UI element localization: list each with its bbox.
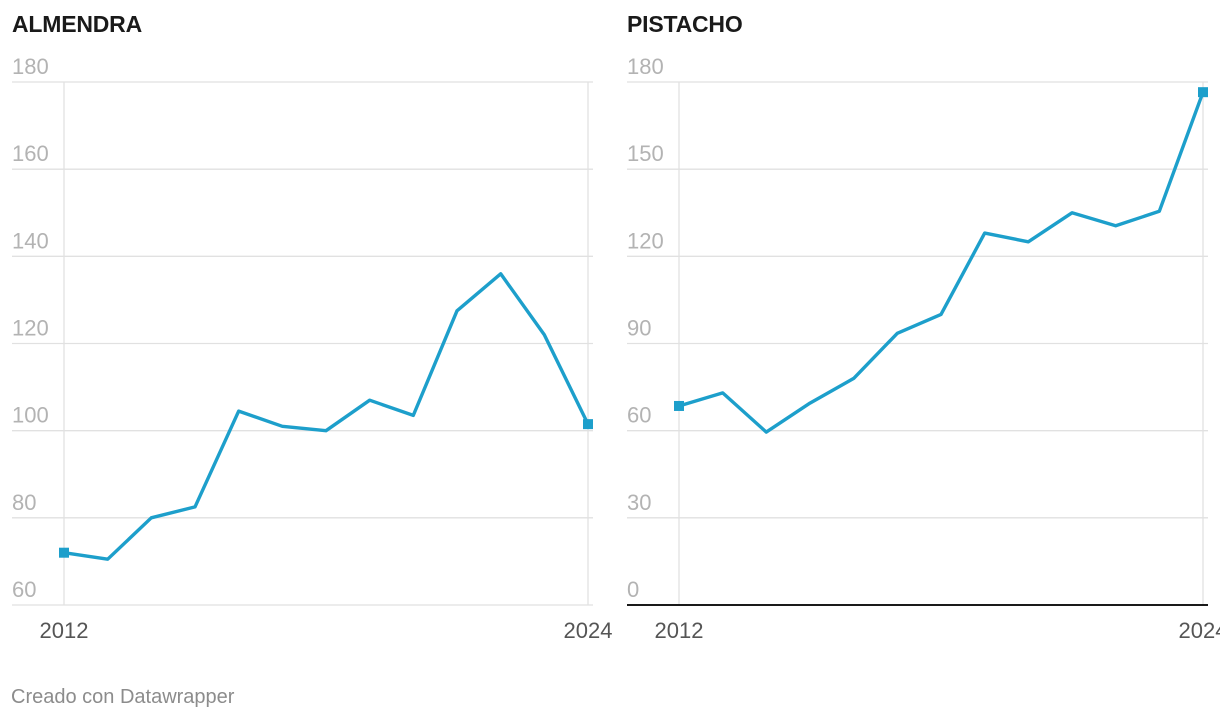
data-point-marker (59, 547, 69, 558)
y-tick-label: 180 (12, 54, 49, 79)
y-tick-label: 100 (12, 403, 49, 428)
y-tick-label: 140 (12, 228, 49, 253)
chart-almendra: 60 80 100 120 140 160 180 2012 2024 (12, 54, 612, 643)
series-line (62, 272, 590, 561)
chart-pistacho: 0 30 60 90 120 150 180 2012 2024 (627, 54, 1220, 643)
chart-title-almendra: ALMENDRA (12, 11, 142, 37)
data-point-marker (583, 419, 593, 430)
chart-title-pistacho: PISTACHO (627, 11, 743, 37)
y-tick-label: 60 (627, 403, 651, 428)
y-tick-label: 120 (12, 316, 49, 341)
y-tick-label: 120 (627, 228, 664, 253)
x-tick-label: 2024 (1179, 618, 1220, 643)
y-tick-label: 30 (627, 490, 651, 515)
y-tick-label: 80 (12, 490, 36, 515)
footer-credit: Creado con Datawrapper (11, 686, 235, 708)
x-tick-label: 2012 (40, 618, 89, 643)
x-tick-label: 2012 (655, 618, 704, 643)
y-tick-label: 150 (627, 141, 664, 166)
series-line (677, 90, 1205, 434)
y-tick-label: 180 (627, 54, 664, 79)
x-tick-label: 2024 (564, 618, 613, 643)
y-tick-label: 0 (627, 577, 639, 602)
data-point-marker (674, 400, 684, 411)
y-tick-label: 90 (627, 316, 651, 341)
data-point-marker (1198, 87, 1208, 98)
y-tick-label: 60 (12, 577, 36, 602)
y-tick-label: 160 (12, 141, 49, 166)
